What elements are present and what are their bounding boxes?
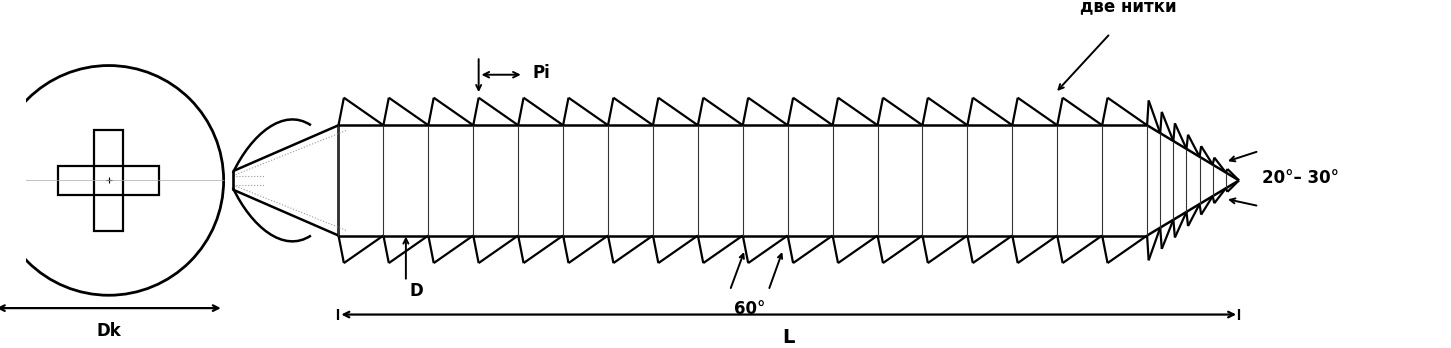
Text: 60°: 60° [734,300,766,318]
Text: L: L [782,328,795,347]
Text: Dk: Dk [96,322,122,340]
Bar [94,130,123,231]
Text: 20°– 30°: 20°– 30° [1262,169,1339,187]
Text: Pi: Pi [533,64,550,82]
Text: D: D [409,282,424,300]
Text: две нитки: две нитки [1081,0,1177,15]
Bar [58,166,160,195]
